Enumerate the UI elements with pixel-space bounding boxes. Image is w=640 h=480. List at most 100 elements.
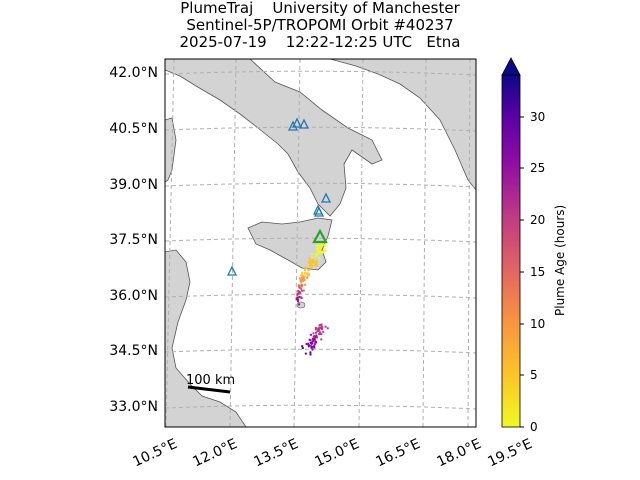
sicily bbox=[247, 217, 333, 271]
plume-pixel bbox=[304, 283, 307, 286]
plume-pixel bbox=[306, 272, 309, 275]
plume-pixel bbox=[314, 264, 317, 267]
plume-pixel bbox=[300, 285, 303, 288]
plume-pixel bbox=[322, 330, 325, 333]
colorbar-label: Plume Age (hours) bbox=[553, 204, 567, 316]
plume-pixel bbox=[298, 284, 301, 287]
etna-marker bbox=[312, 228, 328, 244]
plume-pixel bbox=[319, 331, 322, 334]
plume-pixel bbox=[300, 297, 303, 299]
plume-pixel bbox=[307, 344, 310, 346]
plume-pixel bbox=[298, 285, 300, 288]
plume-pixel bbox=[323, 243, 326, 246]
scale-bar bbox=[187, 385, 231, 394]
plume-pixel bbox=[314, 253, 317, 256]
plume-pixel bbox=[321, 243, 324, 246]
plume-pixel bbox=[309, 341, 312, 344]
italy-mainland bbox=[165, 59, 383, 217]
plume-pixel bbox=[299, 277, 301, 280]
map-border bbox=[164, 58, 477, 428]
plume-pixel bbox=[301, 271, 304, 274]
plume-pixel bbox=[300, 284, 303, 287]
volcano-marker bbox=[226, 265, 238, 276]
lat-label-37-5: 37.5°N bbox=[109, 232, 158, 248]
plume-pixel bbox=[296, 298, 299, 301]
plume-pixel bbox=[317, 329, 320, 332]
plume-pixel bbox=[310, 266, 313, 269]
plume-pixel bbox=[321, 251, 324, 253]
plume-pixel bbox=[306, 275, 309, 278]
plume-pixel bbox=[320, 323, 323, 326]
plume-pixel bbox=[318, 327, 321, 330]
plume-pixel bbox=[313, 346, 316, 349]
title-line-3: 2025-07-19 12:22-12:25 UTC Etna bbox=[179, 33, 461, 51]
plume-pixel bbox=[312, 332, 315, 335]
plume-pixel bbox=[303, 272, 306, 275]
plume-pixel bbox=[309, 339, 312, 342]
plume-pixel bbox=[316, 327, 319, 330]
plume-pixel bbox=[301, 276, 303, 279]
plume-pixel bbox=[301, 289, 304, 292]
plume-pixel bbox=[313, 336, 316, 338]
plume-pixel bbox=[322, 249, 325, 252]
title-line-2: Sentinel-5P/TROPOMI Orbit #40237 bbox=[186, 16, 454, 34]
plume-pixel bbox=[311, 264, 313, 267]
plume-pixel bbox=[318, 257, 321, 260]
plume-pixel bbox=[315, 331, 317, 334]
plume-pixel bbox=[304, 269, 307, 271]
plume-pixel bbox=[320, 243, 323, 246]
lat-label-39: 39.0°N bbox=[109, 177, 158, 193]
plume-pixel bbox=[296, 300, 299, 303]
plume-pixel bbox=[298, 303, 301, 306]
plume-pixels bbox=[295, 243, 329, 356]
plume-pixel bbox=[312, 336, 315, 338]
plume-pixel bbox=[318, 329, 321, 332]
plume-pixel bbox=[317, 244, 320, 247]
scale-bar-label: 100 km bbox=[186, 373, 236, 388]
colorbar bbox=[501, 57, 524, 428]
lat-label-33: 33.0°N bbox=[109, 399, 158, 415]
plume-pixel bbox=[299, 292, 302, 295]
plume-pixel bbox=[326, 327, 329, 330]
plume-pixel bbox=[320, 338, 323, 341]
plume-pixel bbox=[321, 326, 324, 329]
plume-pixel bbox=[310, 265, 313, 268]
plume-pixel bbox=[309, 263, 311, 266]
plume-pixel bbox=[307, 345, 310, 348]
plume-pixel bbox=[324, 249, 327, 252]
plume-pixel bbox=[312, 340, 315, 342]
colorbar-tick-10: 10 bbox=[530, 317, 546, 331]
plume-pixel bbox=[318, 251, 321, 254]
plume-pixel bbox=[314, 328, 317, 331]
plume-pixel bbox=[308, 274, 310, 277]
plume-pixel bbox=[314, 326, 317, 329]
plume-pixel bbox=[310, 260, 313, 262]
plume-pixel bbox=[312, 337, 314, 340]
plume-pixel bbox=[315, 262, 318, 265]
plume-pixel bbox=[304, 352, 307, 355]
plume-pixel bbox=[310, 253, 313, 255]
volcano-marker bbox=[287, 120, 299, 131]
plume-pixel bbox=[313, 338, 316, 341]
plume-pixel bbox=[313, 343, 316, 346]
plume-pixel bbox=[307, 272, 310, 275]
plume-pixel bbox=[313, 345, 316, 348]
lat-label-36: 36.0°N bbox=[109, 288, 158, 304]
plume-pixel bbox=[319, 247, 322, 250]
plume-pixel bbox=[304, 275, 307, 278]
colorbar-tick-25: 25 bbox=[530, 161, 546, 175]
plume-pixel bbox=[305, 343, 308, 346]
plume-pixel bbox=[313, 337, 316, 340]
plume-pixel bbox=[299, 279, 302, 282]
plume-pixel bbox=[309, 351, 312, 354]
plume-pixel bbox=[301, 347, 304, 349]
plume-pixel bbox=[312, 261, 315, 264]
plume-pixel bbox=[302, 275, 305, 278]
plume-pixel bbox=[323, 247, 326, 250]
volcano-marker bbox=[291, 117, 303, 128]
plume-pixel bbox=[315, 255, 318, 258]
other-volcano-markers bbox=[226, 117, 332, 276]
plume-pixel bbox=[311, 348, 314, 351]
tunisia bbox=[165, 249, 247, 427]
plume-pixel bbox=[307, 261, 310, 264]
